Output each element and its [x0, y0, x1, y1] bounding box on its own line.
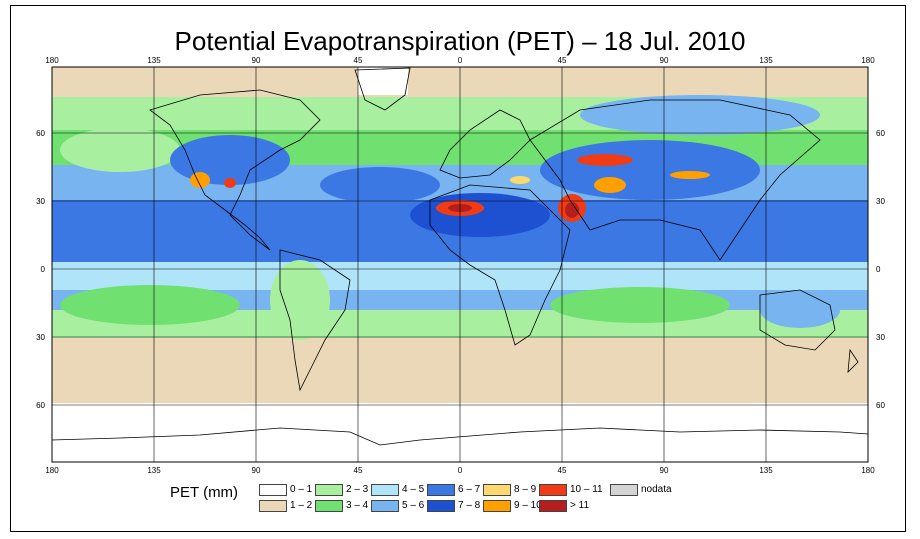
lat-tick-left: 0 — [41, 265, 46, 274]
legend-label: nodata — [641, 484, 672, 495]
hotspot-us-west — [190, 172, 210, 188]
legend-label: 8 – 9 — [514, 484, 537, 495]
map-title: Potential Evapotranspiration (PET) – 18 … — [174, 26, 746, 56]
legend-swatch — [539, 500, 567, 512]
lat-tick-left: 60 — [36, 129, 45, 138]
legend-label: 6 – 7 — [458, 484, 481, 495]
coast-north-america — [149, 89, 321, 251]
legend-label: 1 – 2 — [290, 500, 313, 511]
lat-tick-right: 30 — [876, 197, 885, 206]
legend-swatch — [371, 500, 399, 512]
patch-n-america — [170, 135, 290, 185]
coast-antarctica — [52, 427, 868, 446]
lon-tick-top: 90 — [252, 56, 261, 65]
legend-swatch — [539, 484, 567, 496]
lon-tick-top: 135 — [759, 56, 773, 65]
lon-tick-bottom: 0 — [458, 466, 463, 475]
lat-tick-right: 60 — [876, 129, 885, 138]
hotspot-mediterranean — [510, 176, 530, 184]
lon-tick-bottom: 135 — [759, 466, 773, 475]
legend-swatch — [427, 500, 455, 512]
legend-swatch — [259, 500, 287, 512]
legend-swatch — [259, 484, 287, 496]
lon-tick-top: 45 — [354, 56, 363, 65]
coast-asia — [529, 99, 821, 261]
coast-australia — [759, 289, 836, 351]
patch-atlantic — [320, 167, 440, 203]
lat-tick-left: 30 — [36, 197, 45, 206]
lon-tick-top: 90 — [660, 56, 669, 65]
coastlines — [52, 67, 868, 446]
lon-tick-top: 180 — [45, 56, 59, 65]
hotspot-iran — [594, 177, 626, 193]
legend-swatch — [315, 500, 343, 512]
lon-tick-bottom: 180 — [861, 466, 875, 475]
patch-australia — [760, 292, 840, 328]
patch-n-pacific — [60, 128, 180, 172]
legend-swatch — [610, 484, 638, 496]
lon-tick-top: 0 — [458, 56, 463, 65]
coast-greenland — [354, 67, 411, 111]
lon-tick-bottom: 135 — [147, 466, 161, 475]
legend-swatch — [371, 484, 399, 496]
lon-tick-bottom: 45 — [354, 466, 363, 475]
patch-south-america — [270, 260, 330, 340]
lat-tick-left: 60 — [36, 401, 45, 410]
lon-tick-bottom: 90 — [660, 466, 669, 475]
legend-label: 7 – 8 — [458, 500, 481, 511]
legend-label: 0 – 1 — [290, 484, 313, 495]
lon-tick-bottom: 90 — [252, 466, 261, 475]
patch-greenland — [358, 67, 408, 95]
legend-label: 2 – 3 — [346, 484, 369, 495]
hotspot-gobi — [670, 171, 710, 179]
patch-s-pacific — [60, 285, 240, 325]
coast-africa — [429, 184, 571, 346]
legend-label: 5 – 6 — [402, 500, 425, 511]
lon-tick-top: 135 — [147, 56, 161, 65]
legend-label: 3 – 4 — [346, 500, 369, 511]
lat-tick-left: 30 — [36, 333, 45, 342]
lon-tick-bottom: 180 — [45, 466, 59, 475]
coast-south-america — [279, 249, 351, 392]
patch-siberia — [580, 95, 820, 135]
axis-ticks: 180 135 90 45 0 45 90 135 180 180 135 90 45 0 45 90 135 1… — [36, 56, 885, 475]
hotspot-mexico — [224, 178, 236, 188]
legend-label: 4 – 5 — [402, 484, 425, 495]
legend-title: PET (mm) — [170, 484, 239, 501]
legend-swatch — [427, 484, 455, 496]
legend-label: > 11 — [570, 500, 589, 511]
legend-swatch — [315, 484, 343, 496]
lat-tick-right: 0 — [876, 265, 881, 274]
legend-label: 10 – 11 — [570, 484, 603, 495]
lon-tick-top: 180 — [861, 56, 875, 65]
hotspot-arabia-core — [565, 202, 579, 218]
patch-asia — [540, 140, 760, 200]
legend-swatch — [483, 500, 511, 512]
legend-label: 9 – 10 — [514, 500, 542, 511]
graticule — [52, 67, 868, 462]
hotspot-central-asia — [577, 154, 633, 166]
lon-tick-bottom: 45 — [558, 466, 567, 475]
coast-new-zealand — [847, 348, 859, 374]
legend-swatch — [483, 484, 511, 496]
lon-tick-top: 45 — [558, 56, 567, 65]
lat-tick-right: 60 — [876, 401, 885, 410]
patch-s-indian — [550, 287, 730, 323]
lat-tick-right: 30 — [876, 333, 885, 342]
